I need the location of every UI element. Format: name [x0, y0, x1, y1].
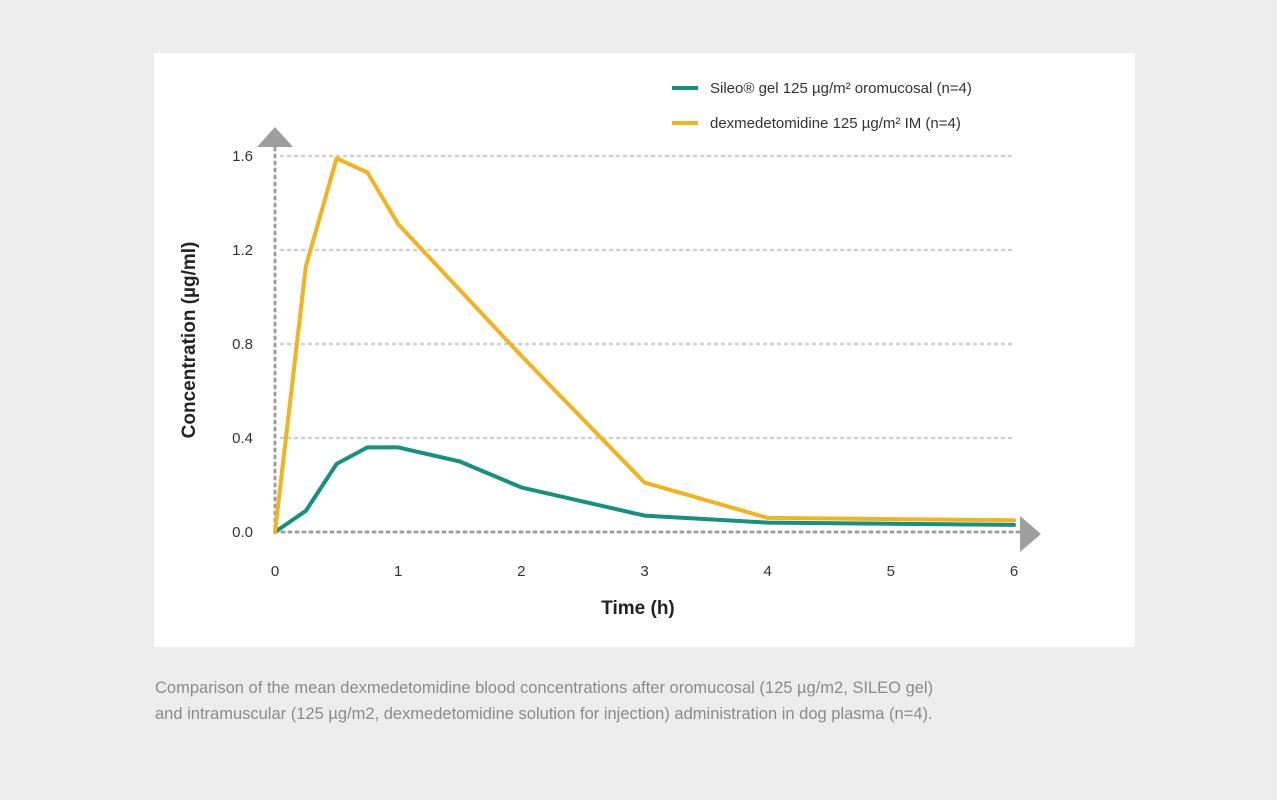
axes	[257, 127, 1041, 552]
x-tick-label: 3	[640, 563, 648, 580]
grid-lines	[279, 154, 1016, 440]
x-tick-label: 1	[394, 563, 402, 580]
x-axis-title: Time (h)	[601, 598, 675, 619]
series-line-im	[273, 156, 1016, 534]
y-tick-label: 0.8	[232, 336, 253, 353]
y-tick-label: 0.0	[232, 524, 253, 541]
figure-caption: Comparison of the mean dexmedetomidine b…	[155, 675, 1145, 727]
caption-line-2: and intramuscular (125 µg/m2, dexmedetom…	[155, 705, 933, 723]
caption-line-1: Comparison of the mean dexmedetomidine b…	[155, 679, 934, 697]
x-tick-labels: 0 1 2 3 4 5 6	[271, 563, 1018, 580]
x-tick-label: 0	[271, 563, 279, 580]
legend: Sileo® gel 125 µg/m² oromucosal (n=4) de…	[672, 80, 972, 132]
x-tick-label: 4	[763, 563, 771, 580]
legend-label-im: dexmedetomidine 125 µg/m² IM (n=4)	[710, 115, 961, 132]
y-axis-title: Concentration (µg/ml)	[179, 242, 200, 439]
x-axis-arrow	[1020, 516, 1041, 552]
series-lines	[273, 156, 1016, 534]
x-tick-label: 6	[1010, 563, 1018, 580]
x-tick-label: 5	[887, 563, 895, 580]
chart-panel: 0.0 0.4 0.8 1.2 1.6 0 1 2 3 4 5 6 Time (h) Concent…	[154, 53, 1135, 647]
legend-label-sileo: Sileo® gel 125 µg/m² oromucosal (n=4)	[710, 80, 972, 97]
y-tick-labels: 0.0 0.4 0.8 1.2 1.6	[232, 148, 253, 541]
y-tick-label: 1.2	[232, 242, 253, 259]
line-chart: 0.0 0.4 0.8 1.2 1.6 0 1 2 3 4 5 6 Time (h) Concent…	[179, 80, 1041, 619]
x-tick-label: 2	[517, 563, 525, 580]
y-tick-label: 0.4	[232, 430, 253, 447]
series-line-sileo	[273, 445, 1016, 534]
y-axis-arrow	[257, 127, 293, 147]
y-tick-label: 1.6	[232, 148, 253, 165]
